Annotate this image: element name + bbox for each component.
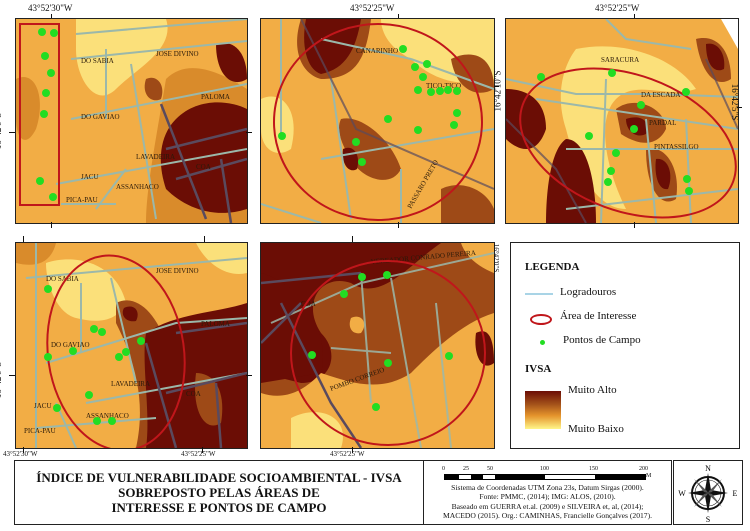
map-panel-4[interactable]: DO SABIA JOSE DIVINO DO GAVIAO PALOMA LA… [15, 242, 248, 449]
svg-text:DO SABIA: DO SABIA [81, 57, 114, 65]
longitude-label: 43°52'25"W [330, 450, 365, 458]
svg-text:JOSE DIVINO: JOSE DIVINO [156, 267, 199, 275]
svg-text:JACU: JACU [34, 402, 52, 410]
longitude-label: 43°52'25"W [181, 450, 216, 458]
svg-text:PICA-PAU: PICA-PAU [66, 196, 98, 204]
latitude-label: 16°42'0"S [0, 361, 4, 399]
map-panel-3[interactable]: SARACURA DA ESCADA PARDAL PINTASSILGO [505, 18, 739, 224]
legend-item-pontos-campo: Pontos de Campo [563, 334, 641, 346]
latitude-label: 16°42'0"S [0, 112, 4, 150]
svg-text:E: E [733, 489, 738, 498]
map-legend: LEGENDA Logradouros Área de Interesse Po… [510, 242, 740, 449]
interest-area-icon [530, 314, 552, 325]
svg-text:COA: COA [196, 163, 211, 171]
field-point-icon [540, 340, 545, 345]
svg-text:JACU: JACU [81, 173, 99, 181]
map-panel-1[interactable]: DO SABIA JOSE DIVINO DO GAVIAO PALOMA LA… [15, 18, 248, 224]
svg-text:PALOMA: PALOMA [201, 320, 230, 328]
title-line-3: INTERESSE E PONTOS DE CAMPO [111, 500, 327, 515]
svg-text:DO GAVIAO: DO GAVIAO [51, 341, 90, 349]
svg-text:S: S [706, 515, 710, 524]
svg-text:SARACURA: SARACURA [601, 56, 639, 64]
street-line-icon [525, 293, 553, 295]
svg-text:PARDAL: PARDAL [649, 119, 676, 127]
svg-text:DO GAVIAO: DO GAVIAO [81, 113, 120, 121]
svg-text:JOSE DIVINO: JOSE DIVINO [156, 50, 199, 58]
scale-bar: 0 25 50 100 150 200 [442, 466, 648, 472]
svg-text:LAVADEIRA: LAVADEIRA [136, 153, 175, 161]
longitude-label: 43°52'30"W [28, 3, 73, 13]
scale-bar-graphic [444, 474, 646, 480]
map-panel-2[interactable]: CANARINHO TICO-TICO PASSARO PRETO [260, 18, 495, 224]
north-arrow-box: N S W E [673, 460, 743, 525]
longitude-label: 43°52'25"W [350, 3, 395, 13]
credits-box: 0 25 50 100 150 200 M Sistema de Coorden… [423, 460, 672, 525]
latitude-label: 16°42'10"S [492, 70, 503, 112]
svg-text:ASSANHACO: ASSANHACO [86, 412, 129, 420]
latitude-label: 16°42'0"S [492, 243, 501, 273]
svg-text:PALOMA: PALOMA [201, 93, 230, 101]
credits-text: Sistema de Coordenadas UTM Zona 23s, Dat… [442, 483, 653, 520]
legend-item-logradouros: Logradouros [560, 286, 617, 298]
longitude-label: 43°52'30"W [3, 450, 38, 458]
ramp-low-label: Muito Baixo [568, 423, 624, 435]
svg-text:W: W [678, 489, 686, 498]
ivsa-color-ramp [525, 391, 561, 429]
legend-item-area-interesse: Área de Interesse [560, 310, 637, 322]
ivsa-title: IVSA [525, 363, 552, 375]
svg-text:LAVADEIRA: LAVADEIRA [111, 380, 150, 388]
compass-rose-icon: N S W E [678, 464, 738, 524]
longitude-label: 43°52'25"W [595, 3, 640, 13]
legend-title: LEGENDA [525, 261, 580, 273]
svg-text:TICO-TICO: TICO-TICO [426, 82, 461, 90]
map-title-box: ÍNDICE DE VULNERABILIDADE SOCIOAMBIENTAL… [14, 460, 424, 525]
svg-text:ASSANHACO: ASSANHACO [116, 183, 159, 191]
map-panel-5[interactable]: COA VEREADOR CONRADO PEREIRA POMBO CORRE… [260, 242, 495, 449]
svg-text:COA: COA [301, 300, 316, 308]
svg-text:DO SABIA: DO SABIA [46, 275, 79, 283]
svg-text:PINTASSILGO: PINTASSILGO [654, 143, 699, 151]
ramp-high-label: Muito Alto [568, 384, 617, 396]
latitude-label: 16°42'5"S [730, 83, 741, 121]
svg-text:DA ESCADA: DA ESCADA [641, 91, 680, 99]
svg-text:N: N [705, 464, 711, 473]
svg-text:COA: COA [186, 390, 201, 398]
svg-text:CANARINHO: CANARINHO [356, 47, 398, 55]
title-line-1: ÍNDICE DE VULNERABILIDADE SOCIOAMBIENTAL… [36, 470, 402, 485]
svg-text:PICA-PAU: PICA-PAU [24, 427, 56, 435]
scale-unit: M [646, 473, 652, 479]
title-line-2: SOBREPOSTO PELAS ÁREAS DE [118, 485, 320, 500]
